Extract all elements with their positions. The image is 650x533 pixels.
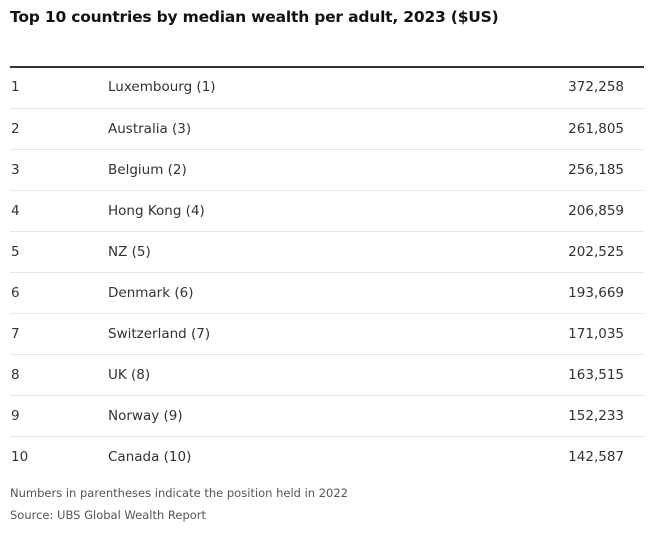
table-row: 9 Norway (9) 152,233	[10, 396, 644, 437]
source-note: Source: UBS Global Wealth Report	[10, 508, 207, 522]
rank-cell: 2	[11, 121, 20, 137]
table-row: 5 NZ (5) 202,525	[10, 232, 644, 273]
table-row: 1 Luxembourg (1) 372,258	[10, 68, 644, 109]
median-wealth-cell: 202,525	[568, 244, 624, 260]
rank-cell: 10	[11, 449, 29, 465]
rank-cell: 3	[11, 162, 20, 178]
rank-cell: 9	[11, 408, 20, 424]
rank-cell: 6	[11, 285, 20, 301]
country-cell: Luxembourg (1)	[108, 79, 216, 95]
country-cell: Belgium (2)	[108, 162, 187, 178]
median-wealth-cell: 163,515	[568, 367, 624, 383]
rank-cell: 4	[11, 203, 20, 219]
table-row: 4 Hong Kong (4) 206,859	[10, 191, 644, 232]
country-cell: UK (8)	[108, 367, 151, 383]
table-row: 2 Australia (3) 261,805	[10, 109, 644, 150]
table-row: 3 Belgium (2) 256,185	[10, 150, 644, 191]
chart-title: Top 10 countries by median wealth per ad…	[10, 8, 499, 26]
rank-cell: 1	[11, 79, 20, 95]
median-wealth-cell: 171,035	[568, 326, 624, 342]
table-row: 10 Canada (10) 142,587	[10, 437, 644, 477]
table-row: 7 Switzerland (7) 171,035	[10, 314, 644, 355]
median-wealth-cell: 372,258	[568, 79, 624, 95]
median-wealth-cell: 256,185	[568, 162, 624, 178]
country-cell: Australia (3)	[108, 121, 192, 137]
rank-cell: 8	[11, 367, 20, 383]
country-cell: Switzerland (7)	[108, 326, 211, 342]
rank-cell: 7	[11, 326, 20, 342]
median-wealth-cell: 193,669	[568, 285, 624, 301]
median-wealth-cell: 206,859	[568, 203, 624, 219]
country-cell: Denmark (6)	[108, 285, 194, 301]
median-wealth-cell: 142,587	[568, 449, 624, 465]
median-wealth-cell: 152,233	[568, 408, 624, 424]
rank-cell: 5	[11, 244, 20, 260]
footnote: Numbers in parentheses indicate the posi…	[10, 486, 348, 500]
country-cell: NZ (5)	[108, 244, 151, 260]
country-cell: Hong Kong (4)	[108, 203, 205, 219]
table-row: 8 UK (8) 163,515	[10, 355, 644, 396]
country-cell: Norway (9)	[108, 408, 183, 424]
table-row: 6 Denmark (6) 193,669	[10, 273, 644, 314]
median-wealth-cell: 261,805	[568, 121, 624, 137]
wealth-table: 1 Luxembourg (1) 372,258 2 Australia (3) 261,…	[10, 66, 644, 477]
country-cell: Canada (10)	[108, 449, 192, 465]
